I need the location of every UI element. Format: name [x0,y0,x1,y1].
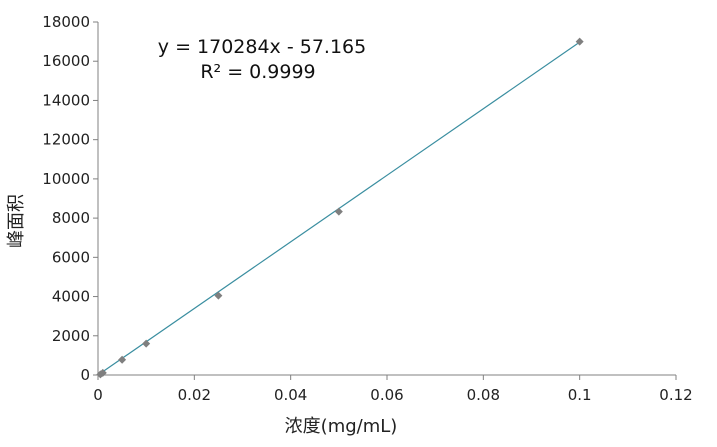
y-axis-label: 峰面积 [6,194,27,248]
x-tick-label: 0.02 [178,386,211,404]
y-axis-ticks: 0 2000 4000 6000 8000 10000 12000 14000 16000 180… [42,13,98,384]
y-tick-label: 18000 [42,13,90,31]
x-axis-ticks: 0 0.02 0.04 0.06 0.08 0.1 0.12 [93,375,693,404]
x-tick-label: 0.1 [568,386,592,404]
y-tick-label: 8000 [52,209,90,227]
y-tick-label: 16000 [42,52,90,70]
x-tick-label: 0.06 [370,386,403,404]
data-point [214,291,223,300]
y-tick-label: 2000 [52,327,90,345]
data-point [142,339,151,348]
x-tick-label: 0.08 [467,386,500,404]
y-tick-label: 12000 [42,131,90,149]
data-points [96,37,584,379]
axes [97,22,676,376]
trendline-equation: y = 170284x - 57.165 [158,36,366,58]
x-tick-label: 0.04 [274,386,307,404]
x-tick-label: 0.12 [659,386,692,404]
y-tick-label: 0 [80,366,90,384]
data-point [98,368,107,377]
y-tick-label: 4000 [52,288,90,306]
trendline-r2: R² = 0.9999 [200,61,315,83]
y-tick-label: 6000 [52,248,90,266]
x-axis-label: 浓度(mg/mL) [285,416,398,437]
data-point [118,355,127,364]
data-point [334,207,343,216]
x-tick-label: 0 [93,386,103,404]
data-point [575,37,584,46]
y-tick-label: 14000 [42,91,90,109]
y-tick-label: 10000 [42,170,90,188]
